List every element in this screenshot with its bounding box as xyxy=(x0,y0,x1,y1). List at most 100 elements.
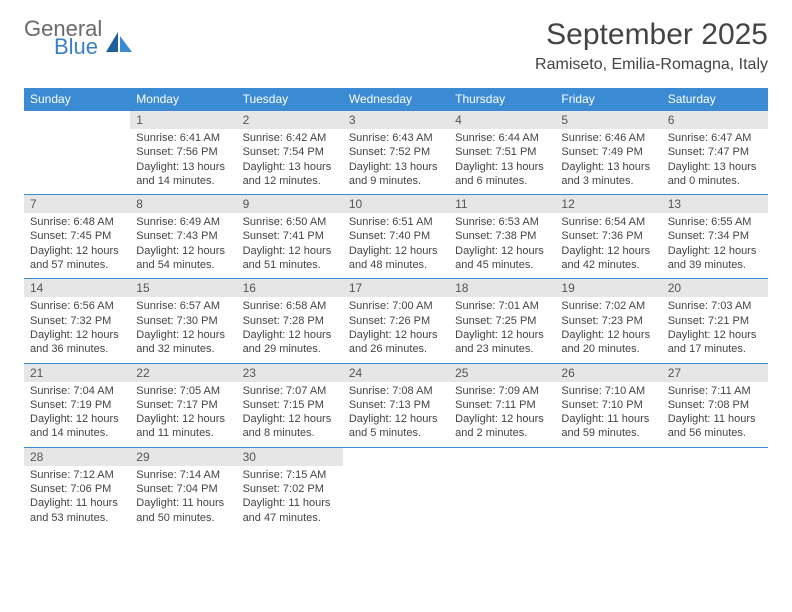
calendar-cell: 11Sunrise: 6:53 AMSunset: 7:38 PMDayligh… xyxy=(449,195,555,279)
day-body: Sunrise: 6:55 AMSunset: 7:34 PMDaylight:… xyxy=(662,213,768,278)
day-number: 1 xyxy=(130,111,236,129)
day-number: 2 xyxy=(237,111,343,129)
logo-text: General Blue xyxy=(24,18,102,58)
day-body: Sunrise: 6:48 AMSunset: 7:45 PMDaylight:… xyxy=(24,213,130,278)
day-number: 12 xyxy=(555,195,661,213)
weekday-header: Saturday xyxy=(662,88,768,111)
day-body: Sunrise: 7:10 AMSunset: 7:10 PMDaylight:… xyxy=(555,382,661,447)
day-number: 27 xyxy=(662,364,768,382)
day-body: Sunrise: 6:49 AMSunset: 7:43 PMDaylight:… xyxy=(130,213,236,278)
calendar-cell: 12Sunrise: 6:54 AMSunset: 7:36 PMDayligh… xyxy=(555,195,661,279)
day-body: Sunrise: 7:02 AMSunset: 7:23 PMDaylight:… xyxy=(555,297,661,362)
weekday-header: Tuesday xyxy=(237,88,343,111)
logo-sail-icon xyxy=(104,30,134,54)
day-number: 17 xyxy=(343,279,449,297)
day-body: Sunrise: 7:15 AMSunset: 7:02 PMDaylight:… xyxy=(237,466,343,531)
calendar-cell: 8Sunrise: 6:49 AMSunset: 7:43 PMDaylight… xyxy=(130,195,236,279)
day-number: 20 xyxy=(662,279,768,297)
day-body: Sunrise: 6:57 AMSunset: 7:30 PMDaylight:… xyxy=(130,297,236,362)
day-body: Sunrise: 7:00 AMSunset: 7:26 PMDaylight:… xyxy=(343,297,449,362)
day-body: Sunrise: 6:56 AMSunset: 7:32 PMDaylight:… xyxy=(24,297,130,362)
day-body: Sunrise: 7:05 AMSunset: 7:17 PMDaylight:… xyxy=(130,382,236,447)
calendar-cell: 21Sunrise: 7:04 AMSunset: 7:19 PMDayligh… xyxy=(24,363,130,447)
weekday-header: Monday xyxy=(130,88,236,111)
calendar-cell: 15Sunrise: 6:57 AMSunset: 7:30 PMDayligh… xyxy=(130,279,236,363)
day-number: 30 xyxy=(237,448,343,466)
calendar-head: SundayMondayTuesdayWednesdayThursdayFrid… xyxy=(24,88,768,111)
day-body: Sunrise: 6:51 AMSunset: 7:40 PMDaylight:… xyxy=(343,213,449,278)
day-number: 24 xyxy=(343,364,449,382)
day-body: Sunrise: 6:43 AMSunset: 7:52 PMDaylight:… xyxy=(343,129,449,194)
day-body: Sunrise: 6:42 AMSunset: 7:54 PMDaylight:… xyxy=(237,129,343,194)
day-number: 13 xyxy=(662,195,768,213)
day-body: Sunrise: 7:09 AMSunset: 7:11 PMDaylight:… xyxy=(449,382,555,447)
calendar-cell: 7Sunrise: 6:48 AMSunset: 7:45 PMDaylight… xyxy=(24,195,130,279)
calendar-cell: 26Sunrise: 7:10 AMSunset: 7:10 PMDayligh… xyxy=(555,363,661,447)
calendar-cell: . xyxy=(662,447,768,531)
day-number: 21 xyxy=(24,364,130,382)
day-body: Sunrise: 7:08 AMSunset: 7:13 PMDaylight:… xyxy=(343,382,449,447)
calendar-cell: 20Sunrise: 7:03 AMSunset: 7:21 PMDayligh… xyxy=(662,279,768,363)
page-header: General Blue September 2025 Ramiseto, Em… xyxy=(24,18,768,74)
day-number: 23 xyxy=(237,364,343,382)
day-body: Sunrise: 7:12 AMSunset: 7:06 PMDaylight:… xyxy=(24,466,130,531)
day-body: Sunrise: 6:54 AMSunset: 7:36 PMDaylight:… xyxy=(555,213,661,278)
day-body: Sunrise: 7:03 AMSunset: 7:21 PMDaylight:… xyxy=(662,297,768,362)
day-number: 3 xyxy=(343,111,449,129)
logo-blue: Blue xyxy=(54,36,102,58)
day-body: Sunrise: 6:46 AMSunset: 7:49 PMDaylight:… xyxy=(555,129,661,194)
calendar-body: .1Sunrise: 6:41 AMSunset: 7:56 PMDayligh… xyxy=(24,111,768,531)
calendar-week-row: 7Sunrise: 6:48 AMSunset: 7:45 PMDaylight… xyxy=(24,195,768,279)
calendar-cell: 2Sunrise: 6:42 AMSunset: 7:54 PMDaylight… xyxy=(237,111,343,195)
calendar-cell: 23Sunrise: 7:07 AMSunset: 7:15 PMDayligh… xyxy=(237,363,343,447)
calendar-cell: 9Sunrise: 6:50 AMSunset: 7:41 PMDaylight… xyxy=(237,195,343,279)
calendar-cell: 24Sunrise: 7:08 AMSunset: 7:13 PMDayligh… xyxy=(343,363,449,447)
calendar-week-row: 14Sunrise: 6:56 AMSunset: 7:32 PMDayligh… xyxy=(24,279,768,363)
day-body: Sunrise: 6:50 AMSunset: 7:41 PMDaylight:… xyxy=(237,213,343,278)
calendar-cell: . xyxy=(24,111,130,195)
calendar-cell: 1Sunrise: 6:41 AMSunset: 7:56 PMDaylight… xyxy=(130,111,236,195)
day-number: 26 xyxy=(555,364,661,382)
day-number: 25 xyxy=(449,364,555,382)
calendar-cell: 10Sunrise: 6:51 AMSunset: 7:40 PMDayligh… xyxy=(343,195,449,279)
day-number: 5 xyxy=(555,111,661,129)
calendar-cell: 28Sunrise: 7:12 AMSunset: 7:06 PMDayligh… xyxy=(24,447,130,531)
calendar-cell: 16Sunrise: 6:58 AMSunset: 7:28 PMDayligh… xyxy=(237,279,343,363)
calendar-cell: 22Sunrise: 7:05 AMSunset: 7:17 PMDayligh… xyxy=(130,363,236,447)
day-number: 14 xyxy=(24,279,130,297)
day-body: Sunrise: 6:41 AMSunset: 7:56 PMDaylight:… xyxy=(130,129,236,194)
calendar-cell: 30Sunrise: 7:15 AMSunset: 7:02 PMDayligh… xyxy=(237,447,343,531)
weekday-header: Friday xyxy=(555,88,661,111)
location-text: Ramiseto, Emilia-Romagna, Italy xyxy=(535,56,768,74)
day-number: 29 xyxy=(130,448,236,466)
day-body: Sunrise: 6:44 AMSunset: 7:51 PMDaylight:… xyxy=(449,129,555,194)
calendar-cell: . xyxy=(555,447,661,531)
weekday-header: Thursday xyxy=(449,88,555,111)
calendar-cell: 14Sunrise: 6:56 AMSunset: 7:32 PMDayligh… xyxy=(24,279,130,363)
title-block: September 2025 Ramiseto, Emilia-Romagna,… xyxy=(535,18,768,74)
day-number: 9 xyxy=(237,195,343,213)
day-body: Sunrise: 7:14 AMSunset: 7:04 PMDaylight:… xyxy=(130,466,236,531)
calendar-cell: 27Sunrise: 7:11 AMSunset: 7:08 PMDayligh… xyxy=(662,363,768,447)
day-number: 15 xyxy=(130,279,236,297)
day-number: 7 xyxy=(24,195,130,213)
day-number: 11 xyxy=(449,195,555,213)
calendar-week-row: 28Sunrise: 7:12 AMSunset: 7:06 PMDayligh… xyxy=(24,447,768,531)
calendar-week-row: 21Sunrise: 7:04 AMSunset: 7:19 PMDayligh… xyxy=(24,363,768,447)
calendar-cell: 19Sunrise: 7:02 AMSunset: 7:23 PMDayligh… xyxy=(555,279,661,363)
day-body: Sunrise: 7:07 AMSunset: 7:15 PMDaylight:… xyxy=(237,382,343,447)
logo: General Blue xyxy=(24,18,134,58)
calendar-cell: 25Sunrise: 7:09 AMSunset: 7:11 PMDayligh… xyxy=(449,363,555,447)
calendar-cell: 18Sunrise: 7:01 AMSunset: 7:25 PMDayligh… xyxy=(449,279,555,363)
day-number: 6 xyxy=(662,111,768,129)
day-number: 4 xyxy=(449,111,555,129)
calendar-cell: 5Sunrise: 6:46 AMSunset: 7:49 PMDaylight… xyxy=(555,111,661,195)
weekday-header: Sunday xyxy=(24,88,130,111)
day-body: Sunrise: 7:11 AMSunset: 7:08 PMDaylight:… xyxy=(662,382,768,447)
calendar-cell: 6Sunrise: 6:47 AMSunset: 7:47 PMDaylight… xyxy=(662,111,768,195)
day-body: Sunrise: 6:47 AMSunset: 7:47 PMDaylight:… xyxy=(662,129,768,194)
day-number: 16 xyxy=(237,279,343,297)
calendar-cell: 13Sunrise: 6:55 AMSunset: 7:34 PMDayligh… xyxy=(662,195,768,279)
day-number: 28 xyxy=(24,448,130,466)
calendar-cell: 17Sunrise: 7:00 AMSunset: 7:26 PMDayligh… xyxy=(343,279,449,363)
